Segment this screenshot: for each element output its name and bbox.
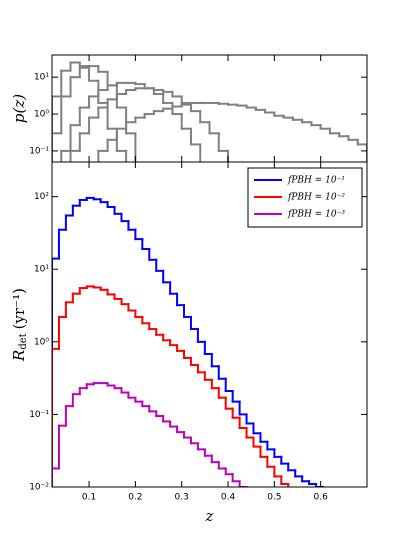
y-tick-label: 10¹	[34, 265, 49, 275]
y-axis-label: Rdet (yr⁻¹)	[10, 288, 29, 362]
y-tick-label: 10¹	[34, 73, 49, 83]
plot-area	[52, 196, 324, 487]
y-label-main: R	[10, 350, 28, 362]
axes-frame	[51, 161, 368, 488]
plot-area	[52, 61, 367, 162]
y-label-unit: (yr⁻¹)	[10, 288, 28, 329]
y-tick-label: 10⁰	[34, 110, 49, 120]
x-tick-label: 0.6	[314, 493, 329, 503]
legend-label: fPBH = 10⁻¹	[287, 176, 345, 186]
x-tick-label: 0.2	[128, 493, 142, 503]
y-tick-label: 10²	[34, 192, 49, 202]
x-tick-label: 0.3	[175, 493, 189, 503]
y-label-main: p(z)	[10, 94, 28, 123]
y-tick-label: 10⁻²	[29, 483, 49, 493]
legend-label: fPBH = 10⁻³	[287, 210, 345, 220]
y-tick-label: 10⁻¹	[29, 146, 49, 156]
y-label-sub: det	[18, 333, 29, 349]
y-tick-label: 10⁻¹	[29, 410, 49, 420]
x-tick-label: 0.4	[221, 493, 236, 503]
x-axis-label: z	[205, 507, 214, 525]
legend-label: fPBH = 10⁻²	[287, 193, 345, 203]
y-tick-label: 10⁰	[34, 337, 49, 347]
x-tick-label: 0.5	[267, 493, 281, 503]
y-axis-label: p(z)	[10, 94, 28, 123]
x-tick-label: 0.1	[82, 493, 96, 503]
